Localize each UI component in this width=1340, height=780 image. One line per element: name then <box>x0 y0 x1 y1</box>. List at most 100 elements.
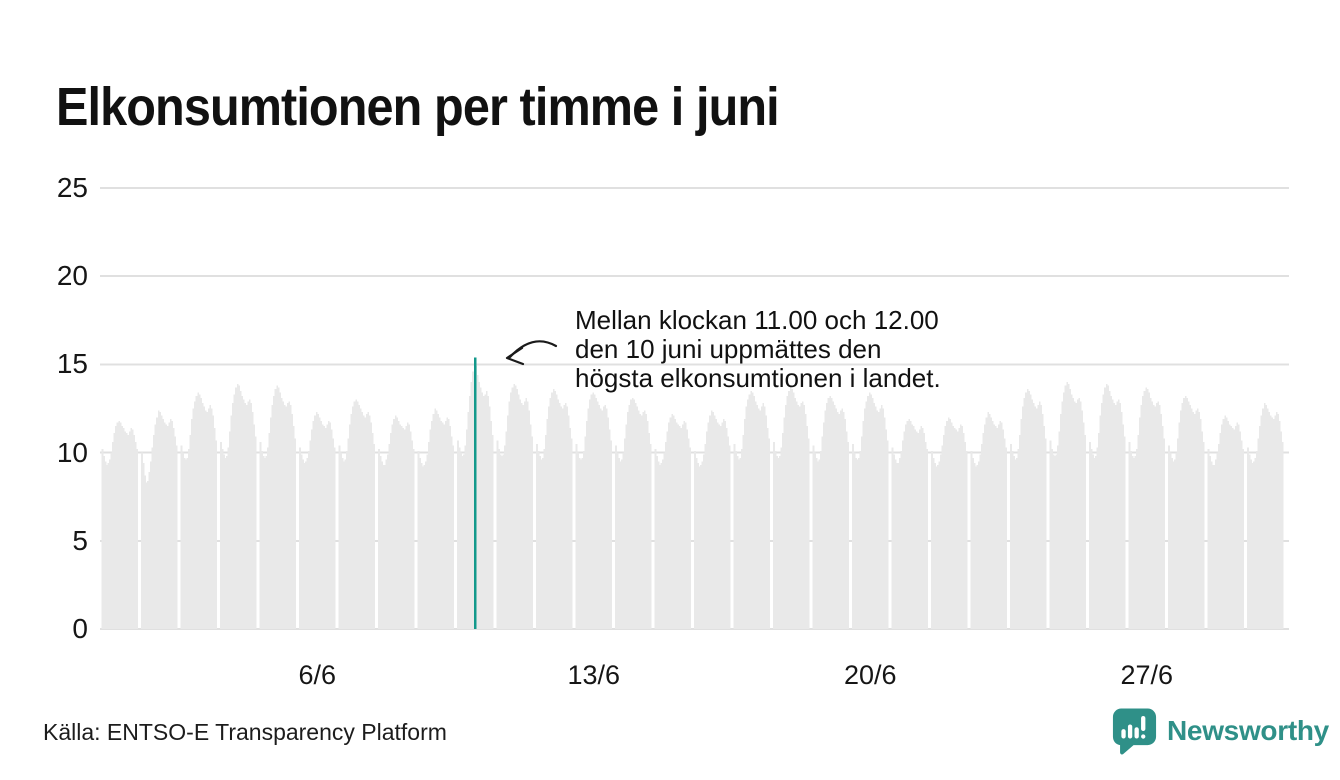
day-bars-group <box>773 387 810 629</box>
hour-bar <box>235 387 238 629</box>
hour-bar <box>209 404 212 629</box>
hour-bar <box>821 436 824 629</box>
hour-bar <box>707 422 710 629</box>
hour-bar <box>1101 403 1104 629</box>
hour-bar <box>864 408 867 629</box>
hour-bar <box>865 401 868 629</box>
hour-bar <box>166 426 169 629</box>
hour-bar <box>542 457 545 629</box>
hour-bar <box>106 464 109 629</box>
hour-bar <box>999 420 1002 629</box>
hour-bar <box>915 431 918 629</box>
hour-bar <box>510 392 513 629</box>
hour-bar <box>1044 438 1047 629</box>
hour-bar <box>409 431 412 629</box>
hour-bar <box>169 419 172 629</box>
hour-bar <box>1013 456 1016 629</box>
hour-bar <box>709 415 712 629</box>
hour-bar <box>886 440 889 629</box>
hour-bar <box>1234 426 1237 629</box>
hour-bar <box>739 457 742 629</box>
hour-bar <box>136 449 139 629</box>
hour-bar <box>756 404 759 629</box>
hour-bar <box>681 424 684 629</box>
hour-bar <box>441 422 444 629</box>
hour-bar <box>388 443 391 629</box>
hour-bar <box>144 475 147 629</box>
hour-bar <box>1275 412 1278 629</box>
day-bars-group <box>891 419 929 629</box>
day-bars-group <box>536 389 573 629</box>
hour-bar <box>602 406 605 629</box>
hour-bar <box>1277 413 1280 629</box>
y-tick-label: 25 <box>56 172 88 203</box>
hour-bar <box>431 420 434 629</box>
day-bars-group <box>654 413 692 629</box>
hour-bar <box>450 436 453 629</box>
hour-bar <box>994 426 997 629</box>
hour-bar <box>812 445 815 629</box>
hour-bar <box>718 424 721 629</box>
hour-bar <box>107 463 110 629</box>
hour-bar <box>874 406 877 629</box>
hour-bar <box>378 449 381 629</box>
hour-bar <box>131 429 134 629</box>
hour-bar <box>949 419 952 629</box>
hour-bar <box>145 482 148 629</box>
hour-bar <box>540 459 543 629</box>
hour-bar <box>773 442 776 629</box>
hour-bar <box>1019 434 1022 629</box>
hour-bar <box>1069 389 1072 629</box>
hour-bar <box>656 456 659 629</box>
hour-bar <box>844 419 847 629</box>
hour-bar <box>944 426 947 629</box>
hour-bar <box>1079 401 1082 629</box>
hour-bar <box>1136 449 1139 629</box>
hour-bar <box>188 449 191 629</box>
hour-bar <box>1248 454 1251 629</box>
hour-bar <box>1192 412 1195 629</box>
hour-bar <box>1236 422 1239 629</box>
hour-bar <box>1133 457 1136 629</box>
hour-bar <box>186 457 189 629</box>
hour-bar <box>124 431 127 629</box>
hour-bar <box>625 424 628 629</box>
hour-bar <box>1278 420 1281 629</box>
hour-bar <box>223 454 226 629</box>
hour-bar <box>1202 442 1205 629</box>
hour-bar <box>700 464 703 629</box>
hour-bar <box>672 415 675 629</box>
hour-bar <box>1228 424 1231 629</box>
hour-bar <box>529 424 532 629</box>
hour-bar <box>191 419 194 629</box>
hour-bar <box>757 408 760 629</box>
hour-bar <box>703 454 706 629</box>
hour-bar <box>1051 449 1054 629</box>
hour-bar <box>560 406 563 629</box>
hour-bar <box>911 424 914 629</box>
hour-bar <box>180 445 183 629</box>
hour-bar <box>429 429 432 629</box>
hour-bar <box>242 399 245 629</box>
hour-bar <box>1067 383 1070 629</box>
hour-bar <box>1160 413 1163 629</box>
hour-bar <box>315 412 318 629</box>
hour-bar <box>520 403 523 629</box>
hour-bar <box>250 403 253 629</box>
hour-bar <box>314 415 317 629</box>
hour-bar <box>934 463 937 629</box>
hour-bar <box>1119 403 1122 629</box>
hour-bar <box>1075 403 1078 629</box>
hour-bar <box>852 443 855 629</box>
hour-bar <box>900 450 903 629</box>
hour-bar <box>867 396 870 629</box>
hour-bar <box>1102 394 1105 629</box>
hour-bar <box>343 461 346 629</box>
hour-bar <box>371 433 374 629</box>
hour-bar <box>151 447 154 629</box>
hour-bar <box>548 406 551 629</box>
hour-bar <box>229 431 232 629</box>
hour-bar <box>735 450 738 629</box>
x-tick-label: 27/6 <box>1120 660 1174 690</box>
